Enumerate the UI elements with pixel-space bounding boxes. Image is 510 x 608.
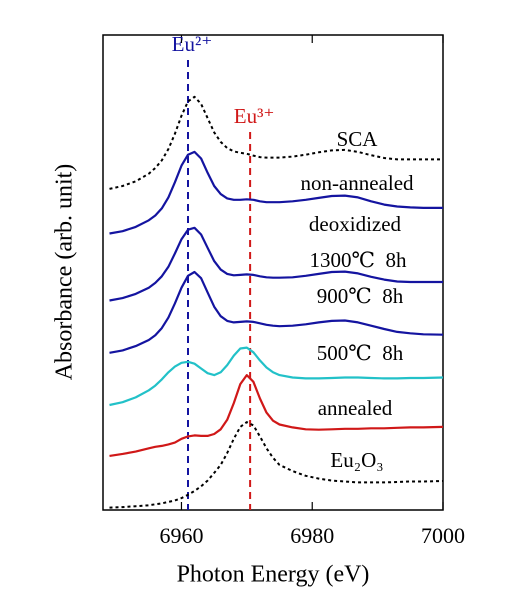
- series-line: [109, 421, 444, 509]
- series-label: 500℃ 8h: [317, 341, 404, 365]
- series-label: SCA: [337, 127, 379, 151]
- series-line: [109, 374, 444, 457]
- series-label: 900℃ 8h: [317, 284, 404, 308]
- series-label: non-annealed: [300, 171, 414, 195]
- series-label: annealed: [318, 396, 393, 420]
- x-tick-label: 6980: [290, 523, 334, 548]
- series-line: [109, 346, 444, 407]
- x-tick-label: 7000: [421, 523, 465, 548]
- y-axis-label: Absorbance (arb. unit): [52, 164, 78, 381]
- plot-frame: [102, 34, 444, 511]
- reference-label: Eu²⁺: [172, 32, 213, 56]
- annotation: deoxidized: [309, 212, 402, 236]
- x-axis-label: Photon Energy (eV): [177, 562, 370, 588]
- x-tick-label: 6960: [159, 523, 203, 548]
- series-line: [109, 270, 444, 354]
- series-label: Eu₂O₃: [330, 448, 383, 472]
- series-label: 1300℃ 8h: [310, 248, 407, 272]
- series-line: [109, 95, 443, 190]
- series-line: [109, 226, 443, 302]
- series-line: [109, 150, 443, 235]
- reference-label: Eu³⁺: [234, 104, 275, 128]
